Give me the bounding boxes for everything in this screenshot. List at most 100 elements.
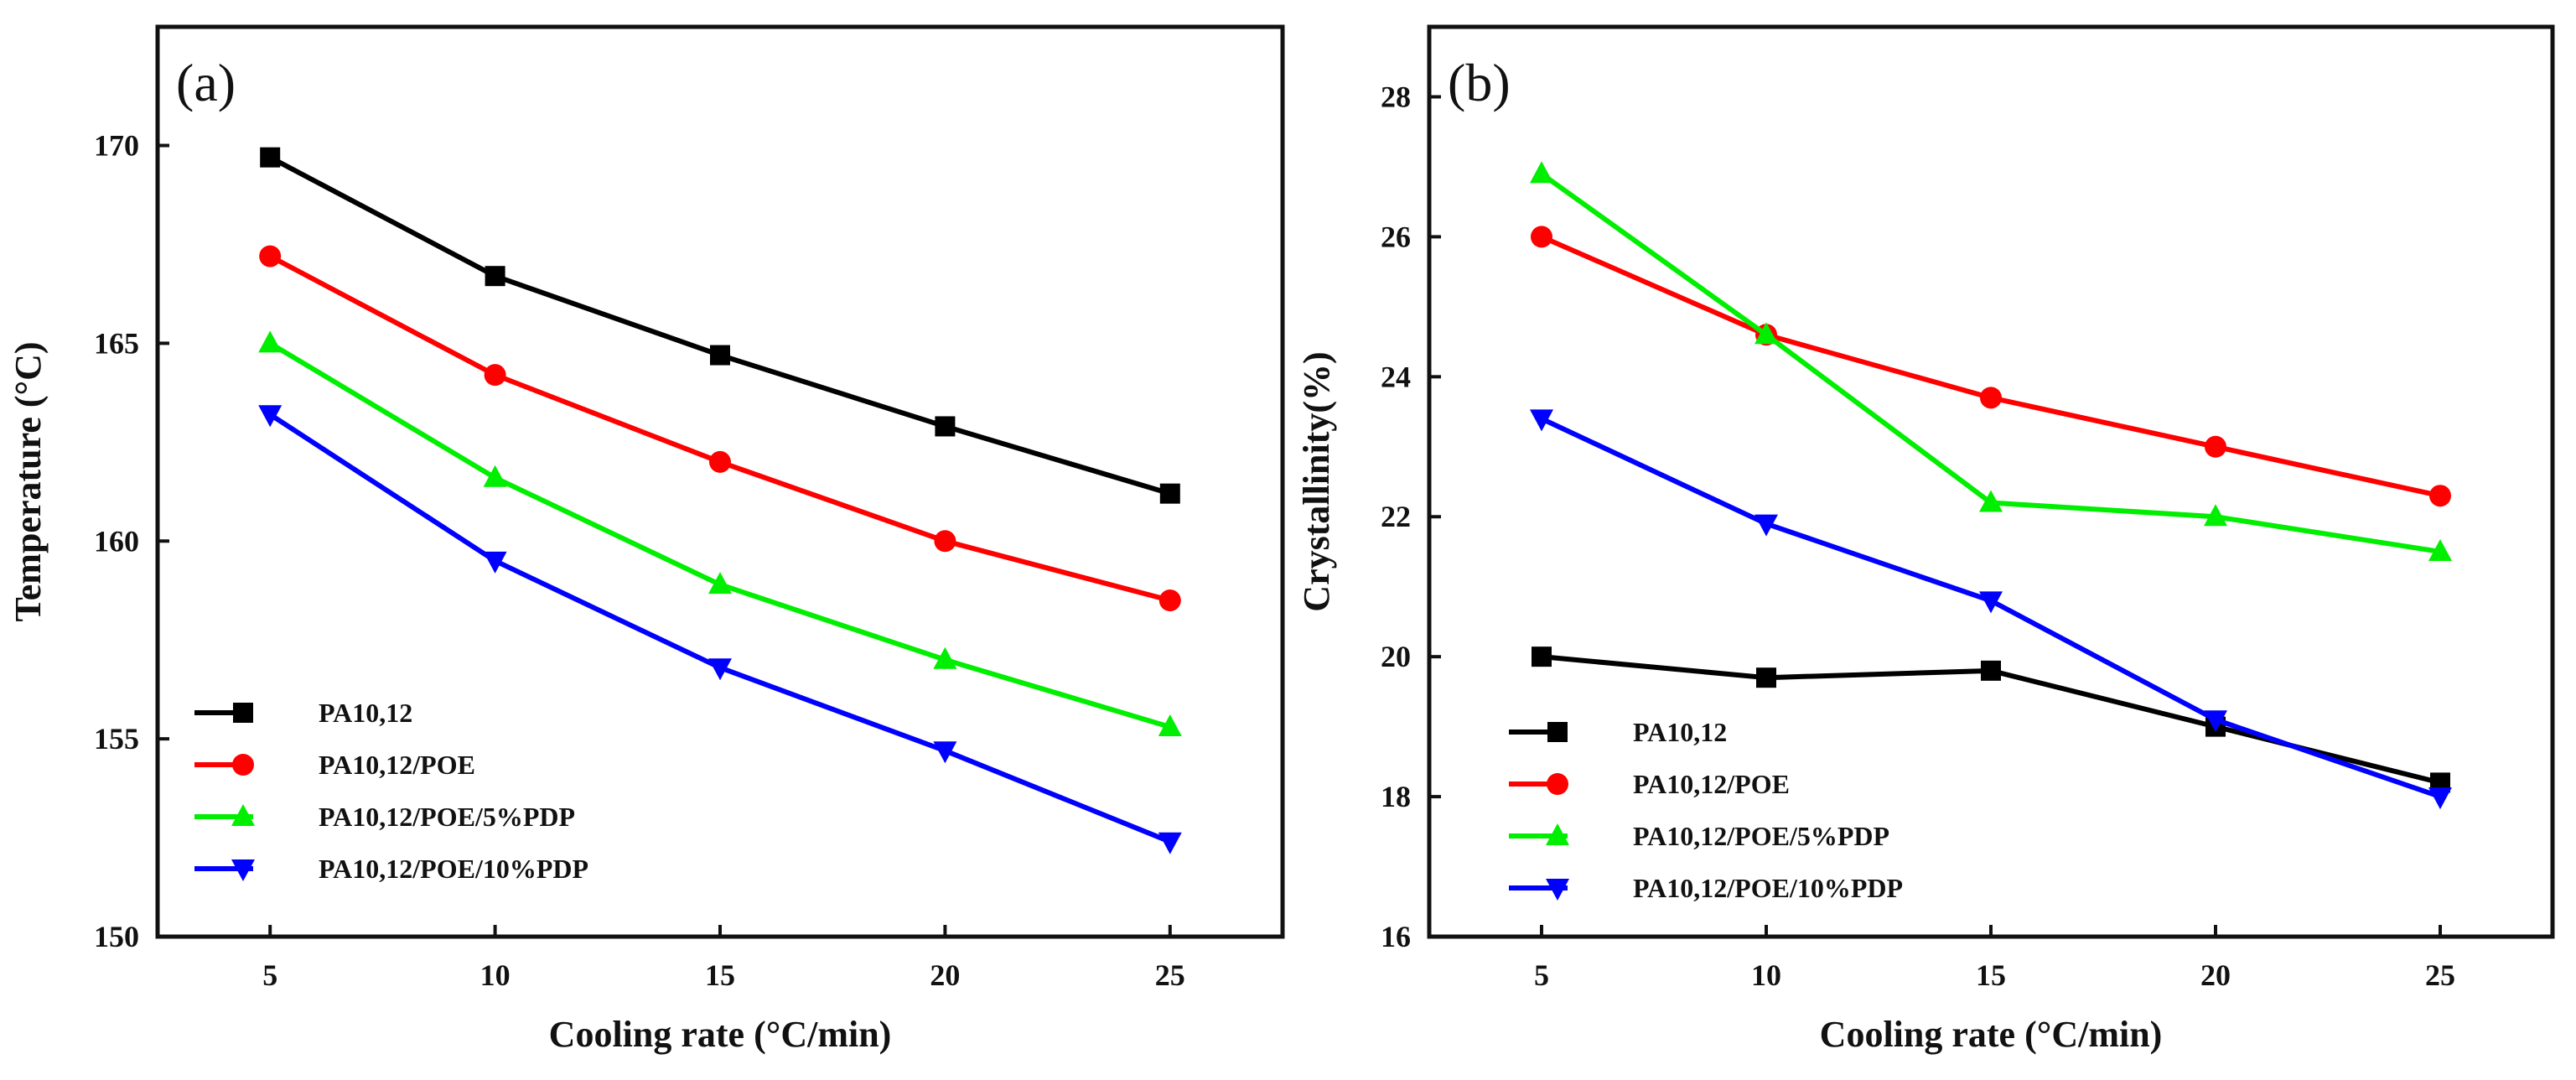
data-point bbox=[1158, 832, 1182, 854]
x-tick-label: 5 bbox=[1534, 958, 1549, 992]
legend: PA10,12 PA10,12/POE PA10,12/POE/5%PDP PA10,… bbox=[1509, 717, 1903, 903]
data-point bbox=[1981, 660, 2001, 681]
panel-b: 5 10 15 20 25 16 18 20 22 24 26 28 Cooling rate (°C/… bbox=[1296, 24, 2555, 1055]
y-tick-label: 18 bbox=[1381, 780, 1411, 813]
x-tick-label: 15 bbox=[705, 958, 735, 992]
data-point bbox=[935, 416, 956, 437]
data-point bbox=[483, 465, 507, 487]
series-pa10-12-poe-10-pdp bbox=[1530, 409, 2452, 810]
data-point bbox=[483, 551, 507, 574]
data-point bbox=[1158, 589, 1181, 612]
legend-label: PA10,12/POE/10%PDP bbox=[319, 854, 588, 884]
legend-marker bbox=[232, 754, 254, 776]
data-point bbox=[1159, 483, 1180, 504]
y-tick-label: 160 bbox=[94, 524, 139, 558]
legend-entry: PA10,12/POE/10%PDP bbox=[194, 854, 588, 884]
x-axis-title: Cooling rate (°C/min) bbox=[1820, 1014, 2163, 1055]
legend-label: PA10,12/POE/5%PDP bbox=[1633, 821, 1889, 851]
legend-marker bbox=[231, 859, 255, 881]
data-point bbox=[933, 741, 957, 764]
legend-marker bbox=[1546, 823, 1569, 845]
legend-entry: PA10,12/POE/10%PDP bbox=[1509, 873, 1903, 903]
legend-entry: PA10,12/POE/5%PDP bbox=[1509, 821, 1889, 851]
x-tick-label: 5 bbox=[262, 958, 277, 992]
data-point bbox=[1979, 490, 2003, 512]
data-point bbox=[2204, 710, 2227, 733]
legend-entry: PA10,12/POE bbox=[194, 750, 475, 780]
legend-marker bbox=[233, 703, 253, 723]
legend-label: PA10,12/POE bbox=[1633, 769, 1790, 799]
data-point bbox=[1979, 591, 2003, 614]
legend-entry: PA10,12 bbox=[194, 698, 412, 728]
data-point bbox=[2429, 485, 2451, 507]
y-tick-label: 16 bbox=[1381, 920, 1411, 953]
y-tick-label: 165 bbox=[94, 326, 139, 360]
series-line bbox=[268, 253, 1171, 603]
data-point bbox=[1530, 161, 1553, 184]
panel-label: (a) bbox=[176, 53, 236, 112]
data-point bbox=[708, 572, 732, 595]
data-point bbox=[1980, 387, 2002, 409]
data-point bbox=[2428, 787, 2452, 810]
y-tick-label: 170 bbox=[94, 129, 139, 163]
y-tick-label: 20 bbox=[1381, 640, 1411, 673]
y-tick-label: 26 bbox=[1381, 220, 1411, 253]
x-tick-label: 10 bbox=[480, 958, 511, 992]
legend-marker bbox=[1546, 879, 1569, 901]
legend-entry: PA10,12/POE bbox=[1509, 769, 1790, 799]
y-tick-label: 22 bbox=[1381, 500, 1411, 533]
y-tick-label: 28 bbox=[1381, 80, 1411, 113]
x-tick-label: 20 bbox=[930, 958, 960, 992]
data-point bbox=[1158, 714, 1182, 736]
y-axis-title: Crystallinity(%) bbox=[1296, 351, 1337, 611]
panel-a: 5 10 15 20 25 150 155 160 165 170 Cooling rate (°C… bbox=[8, 24, 1285, 1055]
legend-marker bbox=[231, 804, 255, 826]
x-axis-title: Cooling rate (°C/min) bbox=[549, 1014, 892, 1055]
data-point bbox=[1756, 667, 1776, 688]
legend-marker bbox=[1547, 722, 1568, 742]
data-point bbox=[710, 345, 730, 366]
x-tick-label: 20 bbox=[2200, 958, 2231, 992]
legend-label: PA10,12/POE bbox=[319, 750, 475, 780]
legend-label: PA10,12/POE/5%PDP bbox=[319, 802, 575, 832]
data-point bbox=[1532, 646, 1552, 667]
data-point bbox=[933, 646, 957, 669]
legend-label: PA10,12 bbox=[1633, 717, 1727, 747]
data-point bbox=[2204, 504, 2227, 527]
series-pa10-12-poe bbox=[259, 245, 1181, 612]
legend-label: PA10,12 bbox=[319, 698, 412, 728]
panel-label: (b) bbox=[1448, 53, 1511, 112]
data-point bbox=[258, 330, 282, 353]
legend-marker bbox=[1547, 773, 1568, 795]
series-pa10-12-poe-5-pdp bbox=[1530, 161, 2452, 561]
data-point bbox=[708, 658, 732, 681]
data-point bbox=[1531, 226, 1552, 248]
series-line bbox=[1540, 234, 2441, 499]
legend: PA10,12 PA10,12/POE PA10,12/POE/5%PDP PA10,… bbox=[194, 698, 588, 884]
data-point bbox=[1754, 322, 1778, 345]
data-point bbox=[709, 450, 731, 473]
x-tick-label: 25 bbox=[2425, 958, 2455, 992]
data-point bbox=[1530, 409, 1553, 432]
y-tick-label: 150 bbox=[94, 920, 139, 953]
data-point bbox=[1754, 514, 1778, 537]
legend-label: PA10,12/POE/10%PDP bbox=[1633, 873, 1903, 903]
data-point bbox=[260, 147, 281, 168]
y-tick-label: 155 bbox=[94, 722, 139, 755]
series-pa10-12-poe-5-pdp bbox=[258, 330, 1182, 736]
x-tick-label: 15 bbox=[1976, 958, 2006, 992]
x-tick-label: 10 bbox=[1751, 958, 1781, 992]
series-pa10-12 bbox=[260, 147, 1180, 504]
data-point bbox=[258, 405, 282, 428]
y-axis-title: Temperature (°C) bbox=[8, 341, 49, 621]
legend-entry: PA10,12 bbox=[1509, 717, 1727, 747]
data-point bbox=[2428, 538, 2452, 561]
data-point bbox=[2205, 435, 2226, 458]
data-point bbox=[934, 530, 956, 553]
plot-frame bbox=[155, 24, 1285, 939]
x-tick-label: 25 bbox=[1155, 958, 1185, 992]
legend-entry: PA10,12/POE/5%PDP bbox=[194, 802, 575, 832]
data-point bbox=[484, 364, 506, 387]
data-point bbox=[485, 266, 505, 287]
